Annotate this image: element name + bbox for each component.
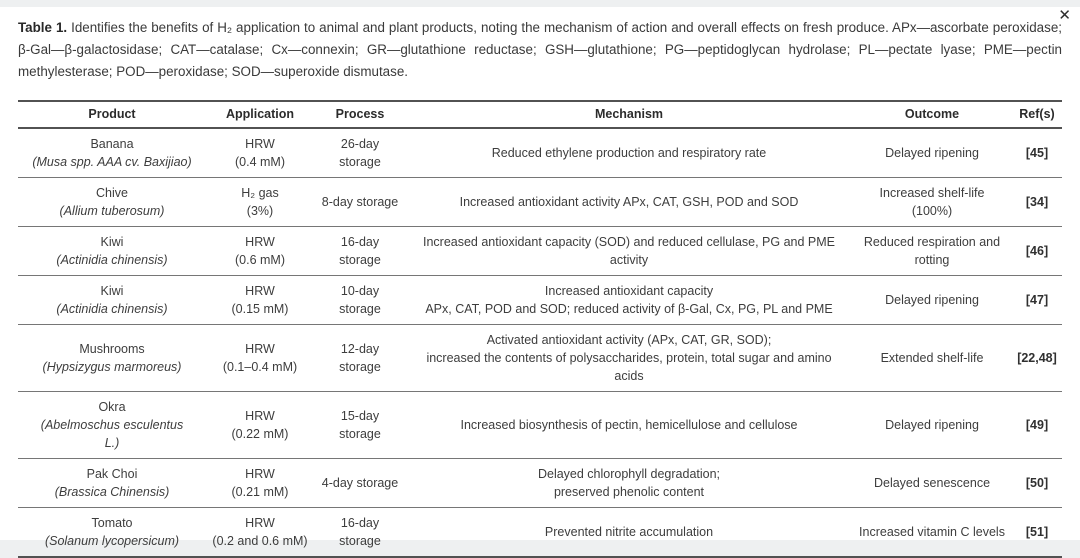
col-header-refs: Ref(s) [1012,100,1062,129]
mechanism-cell: Increased antioxidant capacity (SOD) and… [406,226,852,276]
table-row: Chive (Allium tuberosum) H₂ gas (3%) 8-d… [18,177,1062,227]
mechanism-cell: Prevented nitrite accumulation [406,507,852,558]
product-latin: (Hypsizygus marmoreus) [42,360,182,374]
product-cell: Mushrooms (Hypsizygus marmoreus) [18,324,206,392]
product-name: Chive [96,186,128,200]
figure-viewer-modal: ✕ Table 1. Identifies the benefits of H₂… [0,7,1080,558]
product-name: Banana [90,137,134,151]
product-latin: (Allium tuberosum) [59,204,165,218]
col-header-mechanism: Mechanism [406,100,852,129]
outcome-cell: Increased shelf-life (100%) [852,177,1012,227]
product-cell: Kiwi (Actinidia chinensis) [18,275,206,325]
application-cell: HRW (0.4 mM) [206,128,314,178]
product-name: Tomato [91,516,133,530]
product-name: Kiwi [100,284,124,298]
process-cell: 26-day storage [314,128,406,178]
application-cell: HRW (0.15 mM) [206,275,314,325]
table-row: Tomato (Solanum lycopersicum) HRW (0.2 a… [18,507,1062,558]
ref-link[interactable]: [49] [1012,391,1062,459]
process-cell: 15-day storage [314,391,406,459]
caption-text: Identifies the benefits of H₂ applicatio… [18,20,1062,79]
process-cell: 16-day storage [314,226,406,276]
ref-link[interactable]: [47] [1012,275,1062,325]
application-cell: HRW (0.2 and 0.6 mM) [206,507,314,558]
mechanism-cell: Increased biosynthesis of pectin, hemice… [406,391,852,459]
table-caption: Table 1. Identifies the benefits of H₂ a… [18,17,1062,83]
ref-link[interactable]: [45] [1012,128,1062,178]
product-latin: (Actinidia chinensis) [56,253,168,267]
product-latin: (Musa spp. AAA cv. Baxijiao) [32,155,192,169]
benefits-table: Product Application Process Mechanism Ou… [18,100,1062,558]
outcome-cell: Reduced respiration and rotting [852,226,1012,276]
mechanism-cell: Increased antioxidant capacity APx, CAT,… [406,275,852,325]
col-header-outcome: Outcome [852,100,1012,129]
application-cell: H₂ gas (3%) [206,177,314,227]
outcome-cell: Delayed ripening [852,128,1012,178]
caption-label: Table 1. [18,20,68,35]
table-row: Okra (Abelmoschus esculentus L.) HRW (0.… [18,391,1062,459]
product-cell: Tomato (Solanum lycopersicum) [18,507,206,558]
ref-link[interactable]: [46] [1012,226,1062,276]
mechanism-cell: Activated antioxidant activity (APx, CAT… [406,324,852,392]
outcome-cell: Delayed senescence [852,458,1012,508]
mechanism-cell: Increased antioxidant activity APx, CAT,… [406,177,852,227]
product-name: Mushrooms [79,342,145,356]
table-row: Mushrooms (Hypsizygus marmoreus) HRW (0.… [18,324,1062,392]
table-row: Pak Choi (Brassica Chinensis) HRW (0.21 … [18,458,1062,508]
product-cell: Pak Choi (Brassica Chinensis) [18,458,206,508]
col-header-application: Application [206,100,314,129]
product-name: Pak Choi [86,467,138,481]
process-cell: 4-day storage [314,458,406,508]
application-cell: HRW (0.1–0.4 mM) [206,324,314,392]
ref-link[interactable]: [50] [1012,458,1062,508]
product-cell: Okra (Abelmoschus esculentus L.) [18,391,206,459]
ref-link[interactable]: [34] [1012,177,1062,227]
mechanism-cell: Delayed chlorophyll degradation; preserv… [406,458,852,508]
process-cell: 8-day storage [314,177,406,227]
table-row: Kiwi (Actinidia chinensis) HRW (0.6 mM) … [18,226,1062,276]
product-latin: (Actinidia chinensis) [56,302,168,316]
application-cell: HRW (0.21 mM) [206,458,314,508]
product-latin: (Solanum lycopersicum) [44,534,180,548]
outcome-cell: Increased vitamin C levels [852,507,1012,558]
col-header-process: Process [314,100,406,129]
close-icon[interactable]: ✕ [1058,7,1071,24]
product-name: Okra [98,400,126,414]
product-latin: (Abelmoschus esculentus L.) [40,418,184,450]
product-latin: (Brassica Chinensis) [54,485,170,499]
table-row: Banana (Musa spp. AAA cv. Baxijiao) HRW … [18,128,1062,178]
col-header-product: Product [18,100,206,129]
outcome-cell: Delayed ripening [852,391,1012,459]
product-cell: Chive (Allium tuberosum) [18,177,206,227]
table-row: Kiwi (Actinidia chinensis) HRW (0.15 mM)… [18,275,1062,325]
ref-link[interactable]: [51] [1012,507,1062,558]
header-row: Product Application Process Mechanism Ou… [18,100,1062,129]
ref-link[interactable]: [22,48] [1012,324,1062,392]
process-cell: 16-day storage [314,507,406,558]
process-cell: 12-day storage [314,324,406,392]
product-cell: Banana (Musa spp. AAA cv. Baxijiao) [18,128,206,178]
product-name: Kiwi [100,235,124,249]
application-cell: HRW (0.6 mM) [206,226,314,276]
product-cell: Kiwi (Actinidia chinensis) [18,226,206,276]
process-cell: 10-day storage [314,275,406,325]
mechanism-cell: Reduced ethylene production and respirat… [406,128,852,178]
application-cell: HRW (0.22 mM) [206,391,314,459]
outcome-cell: Extended shelf-life [852,324,1012,392]
outcome-cell: Delayed ripening [852,275,1012,325]
